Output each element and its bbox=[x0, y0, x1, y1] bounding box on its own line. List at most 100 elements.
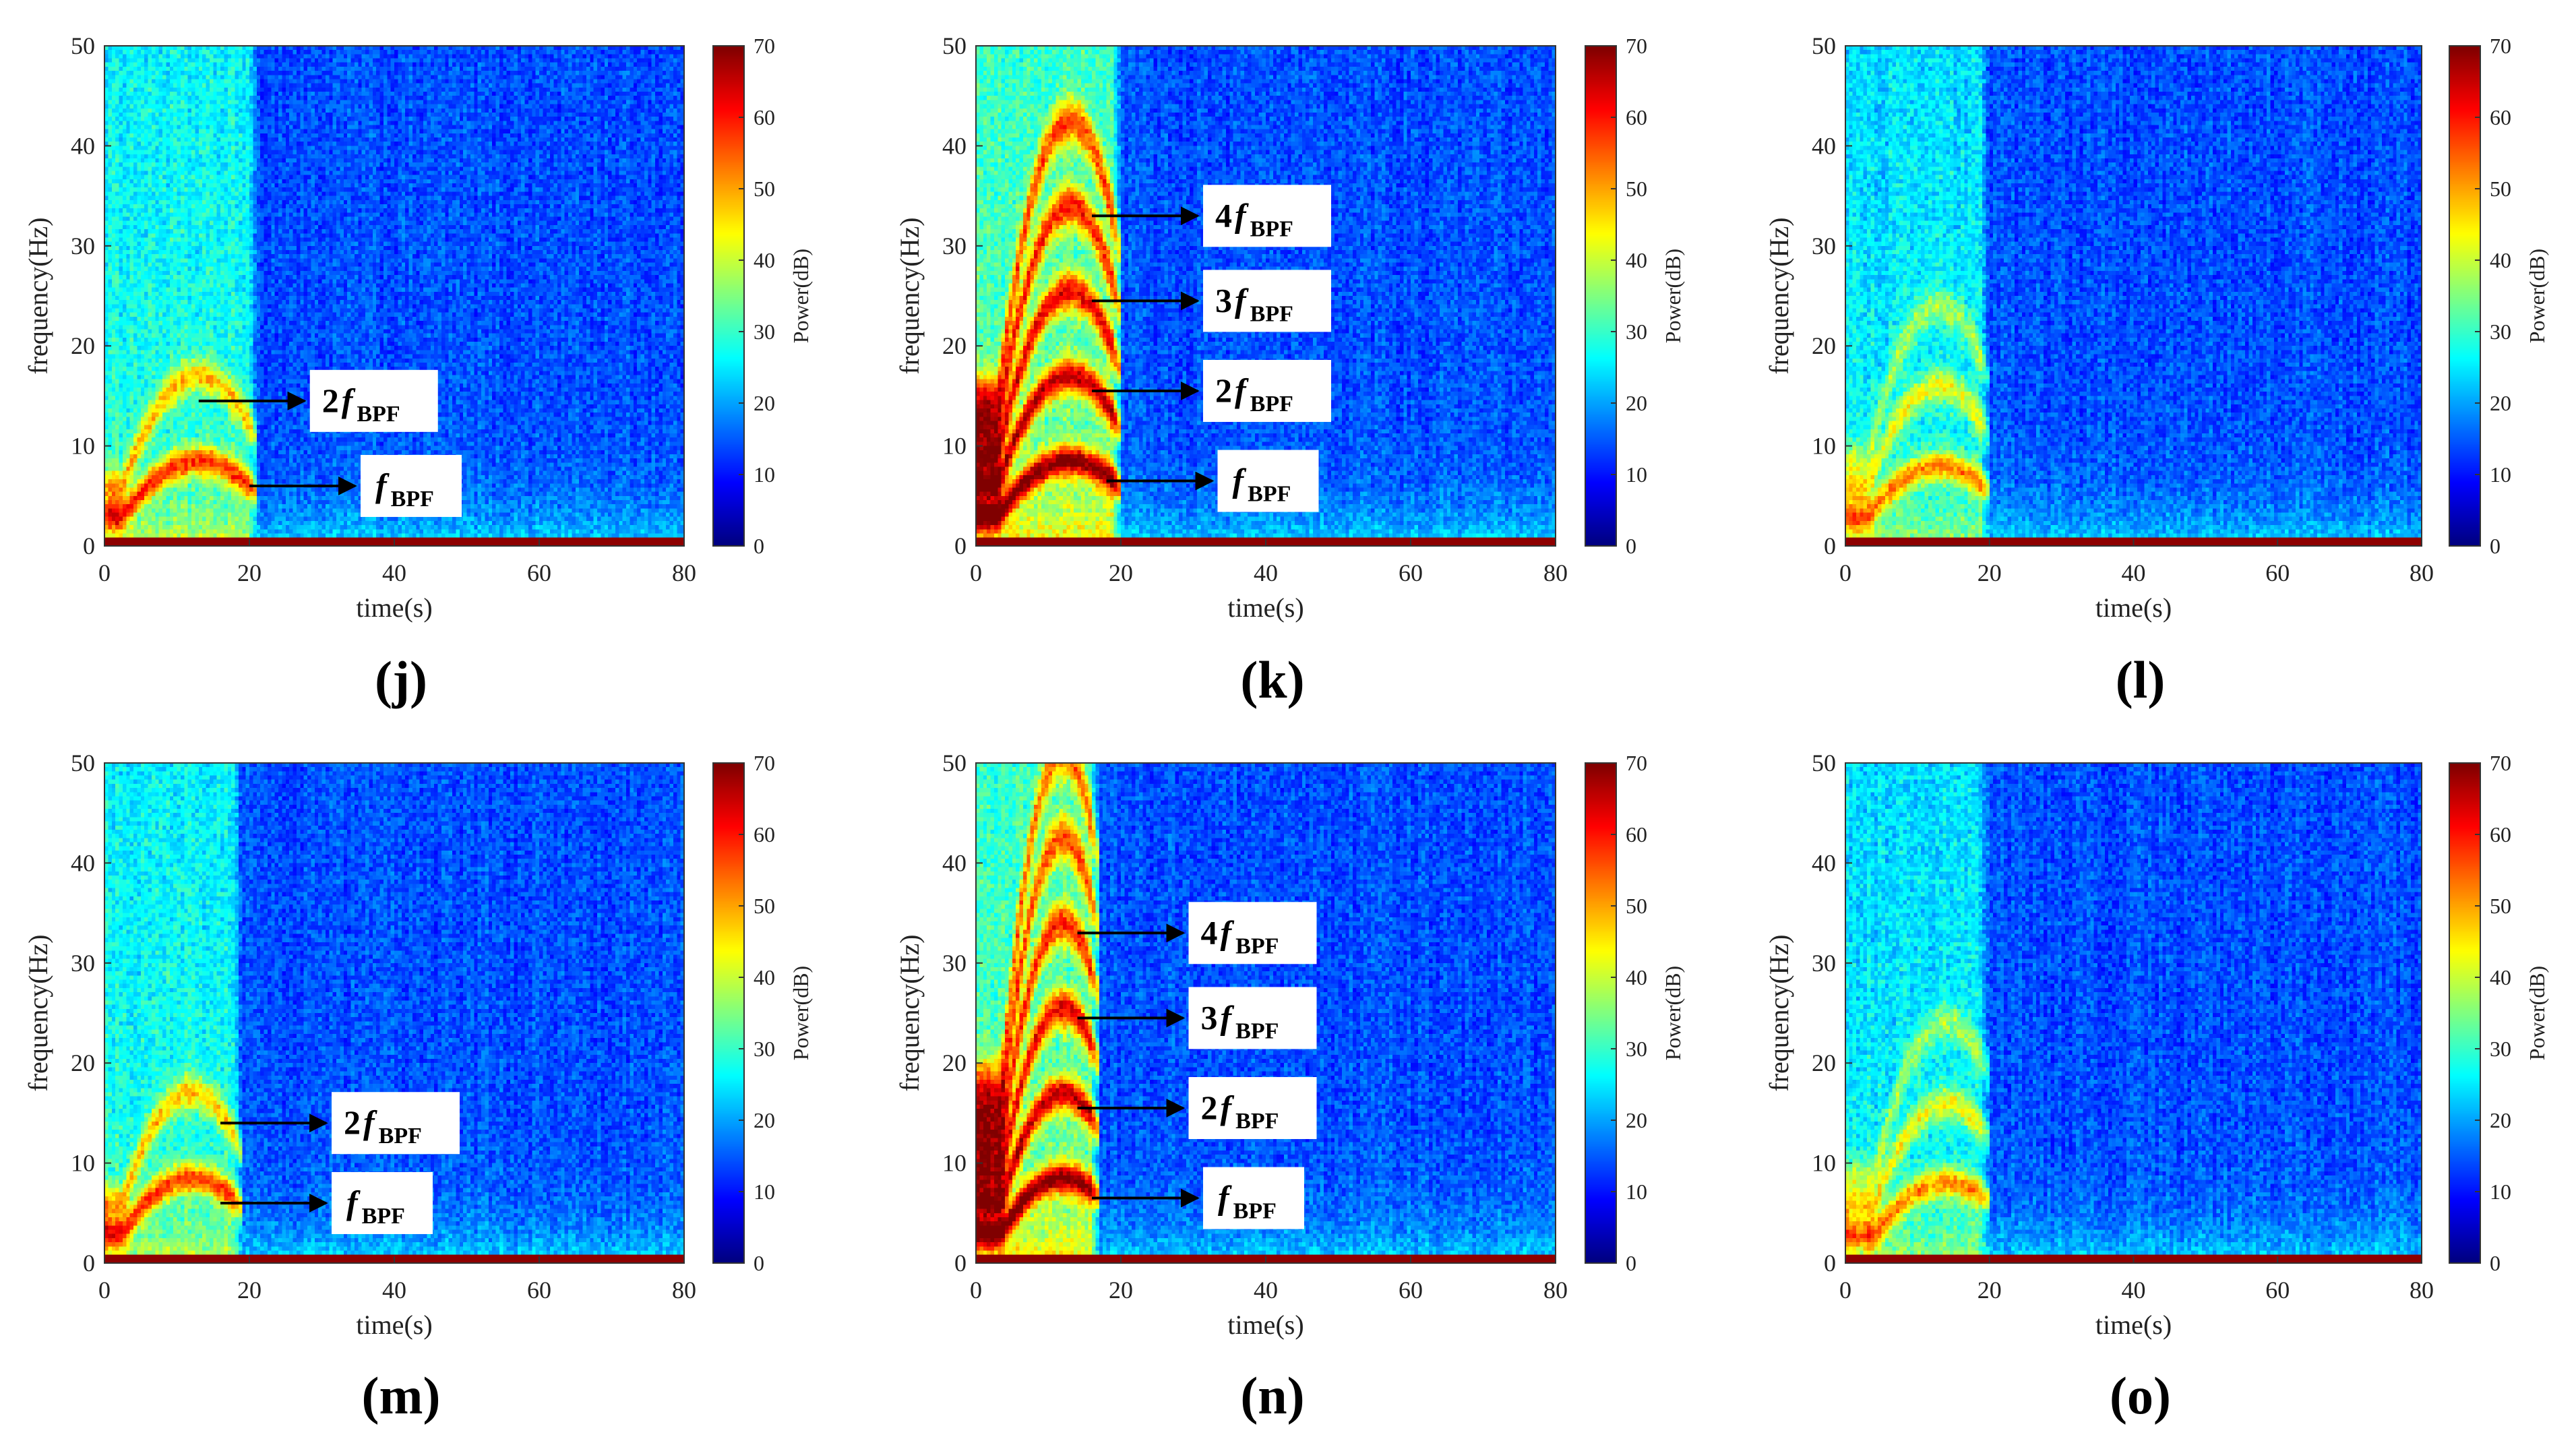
x-axis-label: time(s) bbox=[2095, 592, 2172, 623]
colorbar-tick-label: 50 bbox=[754, 894, 775, 918]
colorbar-tick-label: 20 bbox=[2490, 1108, 2511, 1132]
colorbar-tick-label: 70 bbox=[754, 34, 775, 58]
colorbar-tick-label: 20 bbox=[754, 391, 775, 415]
y-tick-label: 30 bbox=[942, 950, 967, 977]
y-tick-label: 20 bbox=[71, 1049, 95, 1076]
colorbar-tick-label: 30 bbox=[754, 319, 775, 344]
annotation-label: 4f BPF bbox=[1215, 196, 1293, 241]
colorbar-tick-label: 50 bbox=[1626, 177, 1647, 201]
x-tick-label: 20 bbox=[1109, 1277, 1133, 1304]
x-tick-label: 60 bbox=[2265, 1277, 2290, 1304]
colorbar-tick-label: 30 bbox=[2490, 319, 2511, 344]
colorbar-frame bbox=[712, 762, 745, 1264]
colorbar-tick-label: 60 bbox=[754, 822, 775, 847]
annotation-box bbox=[332, 1171, 433, 1234]
y-tick-label: 0 bbox=[1824, 1250, 1836, 1277]
annotation-box bbox=[309, 369, 438, 432]
colorbar-tick-label: 10 bbox=[754, 462, 775, 487]
x-tick-label: 80 bbox=[2410, 1277, 2434, 1304]
panel-label: (o) bbox=[2110, 1366, 2171, 1425]
annotation-box bbox=[1203, 270, 1331, 332]
annotation-box bbox=[1203, 359, 1331, 422]
colorbar bbox=[1585, 763, 1616, 1263]
panel-label: (k) bbox=[1240, 650, 1304, 709]
colorbar-tick-label: 30 bbox=[1626, 319, 1647, 344]
panel-label: (n) bbox=[1240, 1366, 1304, 1425]
spectrogram-heatmap bbox=[1845, 46, 2422, 546]
y-tick-label: 20 bbox=[71, 332, 95, 359]
x-tick-label: 80 bbox=[672, 559, 696, 586]
x-tick-label: 40 bbox=[2122, 559, 2146, 586]
annotation-label: 4f BPF bbox=[1201, 913, 1279, 958]
x-tick-label: 0 bbox=[970, 1277, 982, 1304]
colorbar-tick-label: 0 bbox=[1626, 534, 1636, 558]
x-tick-label: 80 bbox=[1543, 1277, 1568, 1304]
colorbar-tick-label: 20 bbox=[1626, 391, 1647, 415]
y-axis-label: frequency(Hz) bbox=[1764, 217, 1794, 374]
y-tick-label: 10 bbox=[942, 1150, 967, 1177]
y-tick-label: 10 bbox=[942, 433, 967, 460]
x-tick-label: 0 bbox=[970, 559, 982, 586]
annotation-label: f BPF bbox=[375, 466, 434, 512]
x-tick-label: 0 bbox=[1839, 1277, 1851, 1304]
x-tick-label: 20 bbox=[237, 559, 262, 586]
colorbar-tick-label: 60 bbox=[1626, 105, 1647, 129]
y-tick-label: 20 bbox=[942, 332, 967, 359]
y-axis-label: frequency(Hz) bbox=[894, 934, 925, 1091]
annotation-label: 3f BPF bbox=[1215, 281, 1293, 326]
y-tick-label: 20 bbox=[1812, 332, 1836, 359]
colorbar-label: Power(dB) bbox=[789, 249, 813, 343]
colorbar-tick-label: 0 bbox=[2490, 1251, 2501, 1275]
colorbar-tick-label: 30 bbox=[754, 1037, 775, 1061]
y-axis-label: frequency(Hz) bbox=[23, 217, 53, 374]
y-tick-label: 40 bbox=[1812, 849, 1836, 876]
y-tick-label: 10 bbox=[1812, 1150, 1836, 1177]
annotation-box bbox=[1203, 185, 1331, 247]
x-axis-label: time(s) bbox=[2095, 1310, 2172, 1340]
x-tick-label: 0 bbox=[1839, 559, 1851, 586]
colorbar-tick-label: 0 bbox=[754, 1251, 764, 1275]
colorbar-tick-label: 20 bbox=[2490, 391, 2511, 415]
colorbar-tick-label: 60 bbox=[1626, 822, 1647, 847]
colorbar-label: Power(dB) bbox=[789, 966, 813, 1060]
y-tick-label: 20 bbox=[1812, 1049, 1836, 1076]
colorbar-frame bbox=[712, 45, 745, 547]
y-tick-label: 50 bbox=[71, 749, 95, 776]
colorbar-tick-label: 10 bbox=[754, 1180, 775, 1204]
colorbar-tick-label: 50 bbox=[2490, 177, 2511, 201]
annotation-box bbox=[1203, 1167, 1304, 1229]
annotation-label: 3f BPF bbox=[1201, 998, 1279, 1043]
x-tick-label: 40 bbox=[382, 1277, 406, 1304]
spectrogram-panel-o: 0 20 40 60 80 0 10 20 30 40 50 time(s) frequency(Hz)… bbox=[1764, 749, 2549, 1425]
annotation-box bbox=[1188, 902, 1317, 965]
colorbar-tick-label: 10 bbox=[2490, 1180, 2511, 1204]
y-axis-label: frequency(Hz) bbox=[894, 217, 925, 374]
x-tick-label: 60 bbox=[1399, 559, 1423, 586]
spectrogram-heatmap bbox=[1845, 763, 2422, 1263]
y-tick-label: 0 bbox=[954, 532, 967, 559]
y-tick-label: 50 bbox=[71, 32, 95, 59]
y-tick-label: 50 bbox=[1812, 749, 1836, 776]
y-tick-label: 0 bbox=[83, 1250, 95, 1277]
annotation-box bbox=[361, 454, 462, 517]
x-axis-label: time(s) bbox=[1227, 592, 1304, 623]
annotation-box bbox=[1188, 987, 1317, 1049]
colorbar-tick-label: 10 bbox=[2490, 462, 2511, 487]
y-tick-label: 40 bbox=[942, 132, 967, 159]
colorbar-tick-label: 70 bbox=[1626, 34, 1647, 58]
colorbar bbox=[1585, 46, 1616, 546]
colorbar-frame bbox=[2449, 762, 2481, 1264]
y-tick-label: 0 bbox=[83, 532, 95, 559]
colorbar bbox=[2449, 46, 2480, 546]
annotation-label: 2f BPF bbox=[1201, 1089, 1279, 1134]
colorbar-tick-label: 60 bbox=[2490, 822, 2511, 847]
annotation-box bbox=[1188, 1076, 1317, 1139]
y-tick-label: 10 bbox=[1812, 433, 1836, 460]
annotation-box bbox=[332, 1092, 460, 1155]
y-tick-label: 40 bbox=[1812, 132, 1836, 159]
colorbar-tick-label: 50 bbox=[1626, 894, 1647, 918]
colorbar-label: Power(dB) bbox=[1661, 966, 1685, 1060]
x-tick-label: 80 bbox=[2410, 559, 2434, 586]
x-tick-label: 40 bbox=[1254, 1277, 1278, 1304]
